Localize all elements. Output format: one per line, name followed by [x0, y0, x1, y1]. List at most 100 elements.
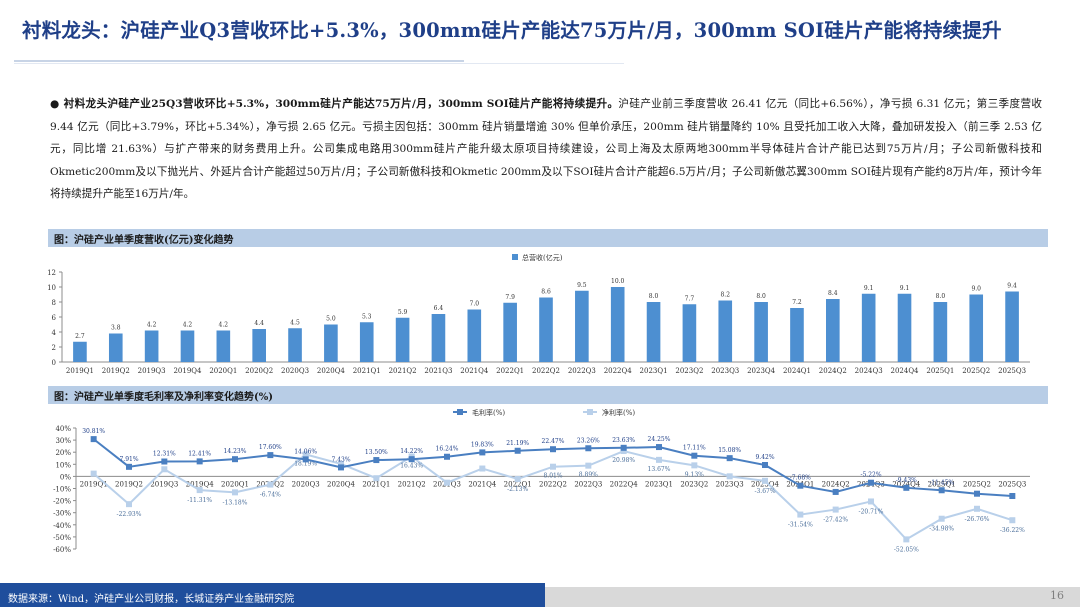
gross-margin-label: 22.47% [542, 438, 565, 445]
x-tick-label: 2023Q2 [680, 480, 708, 488]
summary-paragraph: ● 衬料龙头沪硅产业25Q3营收环比+5.3%，300mm硅片产能达75万片/月… [50, 93, 1042, 206]
gross-margin-label: 17.60% [259, 444, 282, 451]
revenue-bar [897, 293, 912, 362]
x-tick-label: 2021Q4 [468, 480, 497, 488]
gross-margin-point [762, 462, 768, 469]
x-tick-label: 2019Q3 [150, 480, 178, 488]
net-margin-point [832, 506, 839, 513]
revenue-bar [359, 322, 374, 362]
x-tick-label: 2021Q2 [389, 367, 417, 375]
net-margin-point [267, 481, 274, 488]
gross-margin-label: 19.83% [471, 441, 494, 448]
y-tick-label: 6 [52, 314, 57, 322]
y-tick-label: -60% [53, 546, 71, 554]
bar-value-label: 6.4 [434, 305, 444, 312]
margin-chart-title: 图：沪硅产业单季度毛利率及净利率变化趋势(%) [54, 392, 273, 403]
gross-margin-label: -5.22% [860, 472, 881, 479]
gross-margin-point [479, 449, 486, 456]
revenue-bar [108, 333, 123, 362]
revenue-bar [610, 287, 625, 362]
net-margin-label: 16.43% [400, 463, 423, 470]
net-margin-label: 8.89% [579, 472, 598, 479]
net-margin-point [338, 460, 344, 467]
margin-chart-header: 图：沪硅产业单季度毛利率及净利率变化趋势(%) [48, 386, 1048, 404]
gross-margin-label: 14.06% [294, 448, 317, 455]
x-tick-label: 2025Q3 [998, 480, 1026, 488]
x-tick-label: 2023Q3 [711, 367, 739, 375]
net-margin-point [126, 501, 132, 508]
y-tick-label: -40% [53, 522, 71, 530]
gross-margin-point [267, 452, 274, 459]
gross-margin-label: 14.23% [224, 448, 247, 455]
gross-margin-label: 30.81% [82, 428, 105, 435]
x-tick-label: 2019Q2 [115, 480, 143, 488]
y-tick-label: 30% [55, 437, 71, 445]
x-tick-label: 2020Q4 [317, 367, 346, 375]
net-margin-label: -2.13% [507, 486, 528, 493]
legend-label: 净利率(%) [602, 408, 635, 417]
revenue-bar [718, 300, 733, 362]
x-tick-label: 2019Q1 [80, 480, 108, 488]
x-tick-label: 2023Q1 [645, 480, 673, 488]
x-tick-label: 2024Q2 [819, 367, 847, 375]
gross-margin-point [868, 479, 874, 486]
net-margin-label: -34.98% [929, 526, 954, 533]
bar-value-label: 9.5 [577, 282, 587, 289]
bar-value-label: 5.0 [326, 316, 336, 323]
y-tick-label: 40% [55, 425, 71, 433]
x-tick-label: 2020Q2 [245, 367, 273, 375]
bar-value-label: 4.2 [219, 322, 229, 329]
gross-margin-point [691, 452, 698, 459]
revenue-bar-chart: 0 2 4 6 8 10 12 总营收(亿元) 2.7 2019Q1 3.8 2019Q2 4.2 201… [47, 253, 1030, 375]
gross-margin-point [373, 457, 380, 464]
x-tick-label: 2023Q1 [640, 367, 668, 375]
x-tick-label: 2025Q1 [926, 367, 954, 375]
net-margin-label: -13.18% [223, 499, 248, 506]
x-tick-label: 2022Q2 [532, 367, 560, 375]
page-number: 16 [1050, 589, 1064, 602]
y-tick-label: -50% [53, 534, 71, 542]
footer-grey-band [545, 587, 1080, 607]
gross-margin-point [903, 484, 910, 491]
gross-margin-point [302, 456, 309, 463]
x-tick-label: 2024Q2 [822, 480, 850, 488]
net-margin-point [868, 498, 874, 505]
legend-label: 总营收(亿元) [522, 253, 563, 262]
bar-value-label: 8.0 [936, 293, 946, 300]
page-title: 衬料龙头：沪硅产业Q3营收环比+5.3%，300mm硅片产能达75万片/月，30… [22, 19, 1002, 42]
net-margin-label: -27.42% [823, 517, 848, 524]
x-tick-label: 2019Q3 [138, 367, 166, 375]
gross-margin-point [1009, 493, 1016, 500]
summary-lead: ● 衬料龙头沪硅产业25Q3营收环比+5.3%，300mm硅片产能达75万片/月… [50, 98, 619, 110]
title-underline [14, 60, 464, 62]
revenue-bar [575, 290, 589, 362]
x-tick-label: 2022Q3 [574, 480, 602, 488]
bar-value-label: 7.9 [505, 294, 515, 301]
net-margin-point [1009, 517, 1016, 524]
gross-margin-point [832, 488, 839, 495]
net-margin-label: -26.76% [965, 516, 990, 523]
net-margin-label: -11.31% [187, 497, 212, 504]
bar-value-label: 3.8 [111, 325, 121, 332]
x-tick-label: 2020Q3 [292, 480, 320, 488]
gross-margin-label: 7.43% [331, 456, 350, 463]
x-tick-label: 2023Q4 [747, 367, 776, 375]
x-tick-label: 2021Q2 [398, 480, 426, 488]
gross-margin-point [620, 444, 627, 451]
bar-value-label: 7.0 [470, 301, 480, 308]
footer-bar [0, 583, 545, 607]
gross-margin-point [726, 455, 733, 462]
gross-margin-label: -9.43% [896, 477, 917, 484]
margin-line-chart: -60% -50% -40% -30% -20% -10% 0% 10% 20% 30% 40% 20… [53, 408, 1030, 554]
revenue-bar [252, 329, 266, 362]
gross-margin-point [408, 456, 415, 463]
x-tick-label: 2022Q4 [610, 480, 639, 488]
y-tick-label: 12 [47, 269, 56, 277]
gross-margin-label: 13.50% [365, 449, 388, 456]
bar-value-label: 9.4 [1007, 283, 1017, 290]
gross-margin-label: 9.42% [755, 454, 774, 461]
gross-margin-point [550, 446, 556, 453]
net-margin-label: 9.13% [685, 471, 704, 478]
net-margin-label: -22.93% [117, 511, 142, 518]
net-margin-point [691, 462, 698, 469]
